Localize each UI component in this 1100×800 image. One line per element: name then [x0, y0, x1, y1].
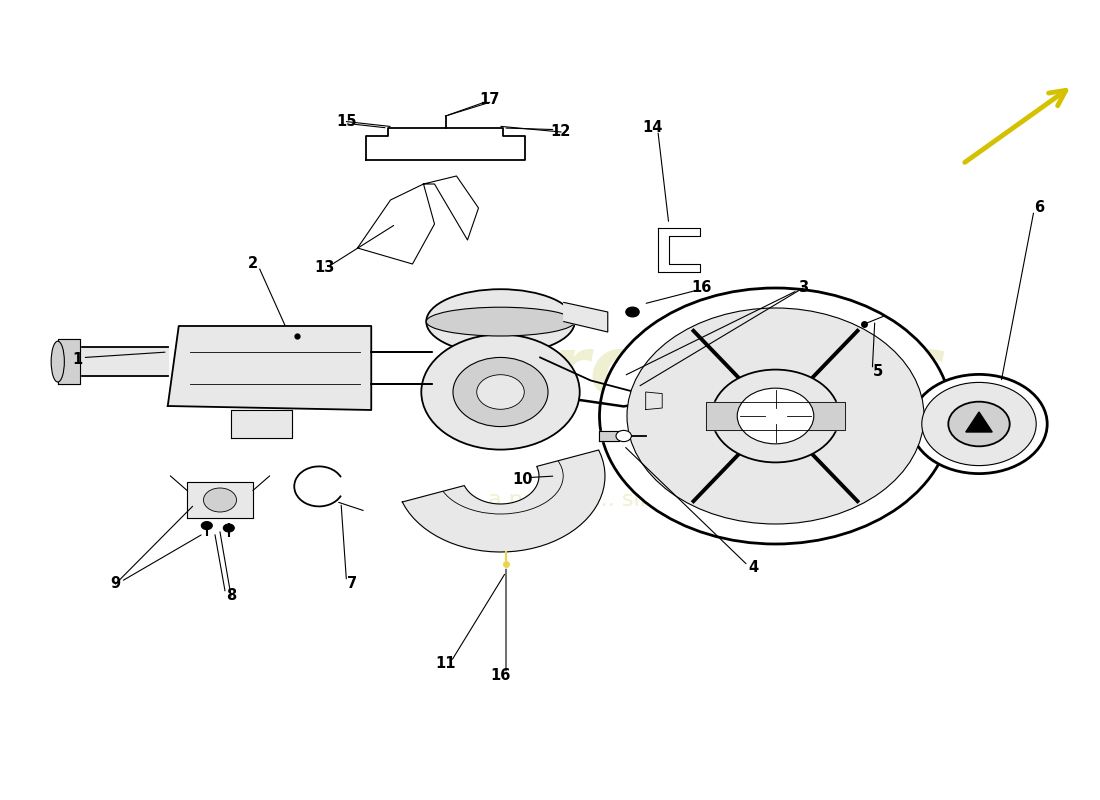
Polygon shape: [403, 450, 605, 552]
Circle shape: [453, 358, 548, 426]
Circle shape: [223, 524, 234, 532]
Polygon shape: [187, 482, 253, 518]
Circle shape: [712, 370, 839, 462]
Text: 16: 16: [692, 281, 712, 295]
Text: 3: 3: [798, 281, 808, 295]
Circle shape: [737, 388, 814, 444]
Circle shape: [911, 374, 1047, 474]
Ellipse shape: [427, 307, 574, 336]
Circle shape: [600, 288, 952, 544]
Text: 9: 9: [110, 577, 121, 591]
Ellipse shape: [204, 488, 236, 512]
Circle shape: [922, 382, 1036, 466]
Polygon shape: [600, 431, 619, 441]
Text: 14: 14: [642, 121, 662, 135]
Polygon shape: [424, 176, 478, 240]
Polygon shape: [706, 402, 845, 430]
Circle shape: [421, 334, 580, 450]
Text: 11: 11: [436, 657, 455, 671]
Polygon shape: [231, 410, 292, 438]
Polygon shape: [966, 412, 992, 432]
Circle shape: [948, 402, 1010, 446]
Polygon shape: [646, 392, 662, 410]
Text: 6: 6: [1034, 201, 1045, 215]
Text: 1: 1: [72, 353, 82, 367]
Polygon shape: [57, 347, 167, 376]
Circle shape: [626, 307, 639, 317]
Text: 7: 7: [346, 577, 358, 591]
Polygon shape: [167, 326, 372, 410]
Circle shape: [476, 374, 525, 410]
Polygon shape: [365, 128, 526, 160]
Text: a passion... since 1983: a passion... since 1983: [488, 490, 744, 510]
Text: 13: 13: [315, 261, 334, 275]
Text: 17: 17: [480, 93, 499, 107]
Text: 4: 4: [748, 561, 759, 575]
Polygon shape: [57, 339, 79, 384]
Circle shape: [627, 308, 924, 524]
Circle shape: [616, 430, 631, 442]
Text: 12: 12: [551, 125, 571, 139]
Polygon shape: [658, 228, 700, 272]
Text: 8: 8: [226, 589, 236, 603]
Ellipse shape: [427, 290, 574, 354]
Text: 2: 2: [248, 257, 258, 271]
Text: 10: 10: [513, 473, 532, 487]
Ellipse shape: [51, 341, 64, 382]
Polygon shape: [358, 184, 434, 264]
Text: 5: 5: [872, 365, 883, 379]
Text: 15: 15: [337, 114, 356, 129]
Text: 16: 16: [491, 669, 510, 683]
Polygon shape: [563, 302, 607, 332]
Circle shape: [201, 522, 212, 530]
Text: eurospares: eurospares: [439, 333, 947, 411]
